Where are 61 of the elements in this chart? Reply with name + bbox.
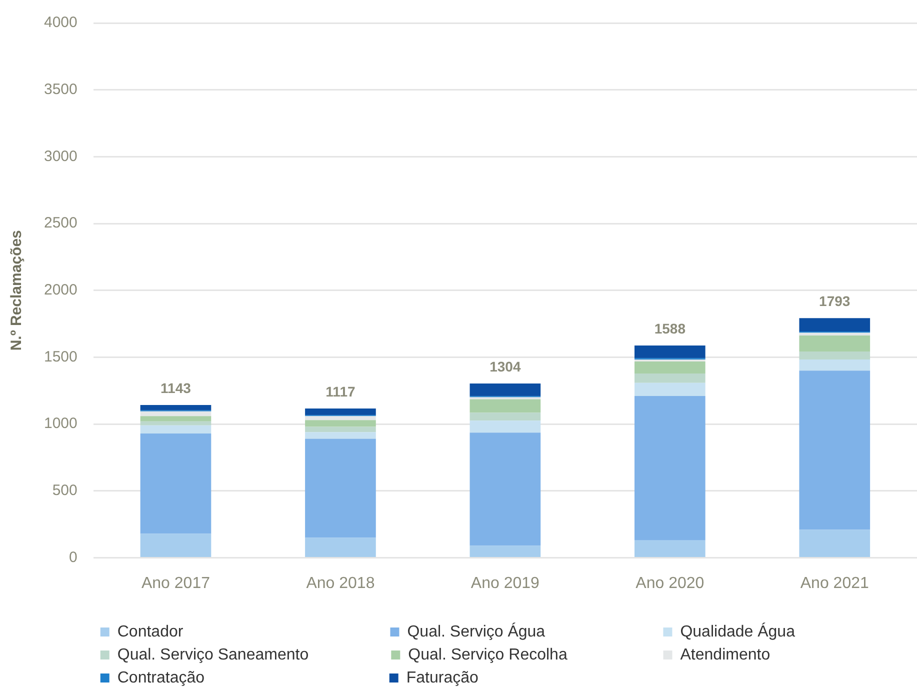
bar — [634, 374, 706, 383]
legend-label: Atendimento — [680, 646, 770, 664]
y-tick-label: 3000 — [44, 148, 78, 165]
bar — [305, 408, 376, 416]
y-tick-label: 4000 — [44, 14, 78, 32]
bar — [140, 421, 212, 426]
bar — [470, 399, 541, 413]
bar — [799, 360, 870, 371]
bar — [140, 433, 212, 534]
bar — [470, 432, 541, 546]
bar — [140, 416, 212, 422]
bar — [305, 438, 376, 538]
y-axis-title: N.º Reclamações — [8, 230, 26, 351]
bar — [305, 538, 376, 558]
bar — [799, 352, 870, 360]
y-tick-label: 2500 — [44, 214, 78, 232]
bar — [140, 404, 212, 410]
total-label: 1304 — [490, 358, 521, 374]
legend-label: Qual. Serviço Recolha — [408, 646, 656, 664]
x-tick-label: Ano 2018 — [306, 574, 375, 592]
y-tick-label: 0 — [69, 548, 78, 566]
bar — [140, 425, 212, 434]
bar — [305, 420, 376, 427]
legend-label: Faturação — [406, 669, 656, 686]
x-tick-label: Ano 2017 — [141, 574, 210, 592]
x-tick-label: Ano 2019 — [470, 574, 540, 592]
bar — [799, 335, 870, 352]
bar — [470, 383, 541, 396]
legend-label: Qual. Serviço Saneamento — [117, 646, 384, 664]
bar — [634, 396, 706, 540]
legend-label: Contador — [117, 623, 384, 640]
bar — [799, 530, 870, 558]
y-tick-label: 1500 — [44, 348, 78, 366]
y-tick-label: 3500 — [44, 80, 78, 98]
bar — [140, 411, 212, 416]
bar — [799, 370, 870, 530]
bar — [634, 382, 706, 396]
legend-label: Qualidade Água — [680, 622, 796, 640]
total-label: 1117 — [326, 383, 356, 400]
legend-label: Qual. Serviço Água — [407, 622, 656, 640]
legend-label: Contratação — [117, 669, 382, 686]
bar — [305, 416, 376, 420]
bar — [634, 540, 706, 558]
x-tick-label: Ano 2021 — [800, 574, 869, 592]
x-tick-label: Ano 2020 — [636, 574, 704, 592]
bar — [634, 362, 706, 374]
bar — [140, 534, 212, 558]
bar — [799, 332, 870, 336]
total-label: 1588 — [654, 320, 686, 336]
bar — [305, 426, 376, 432]
y-tick-label: 500 — [52, 482, 78, 500]
bar — [470, 420, 541, 433]
bar — [634, 345, 706, 358]
y-tick-label: 1000 — [44, 415, 78, 432]
bar — [470, 412, 541, 421]
bar — [799, 318, 870, 332]
y-tick-label: 2000 — [44, 282, 78, 299]
total-label: 1143 — [160, 380, 192, 396]
bar — [470, 546, 541, 558]
bar — [305, 432, 376, 439]
total-label: 1793 — [819, 292, 850, 309]
